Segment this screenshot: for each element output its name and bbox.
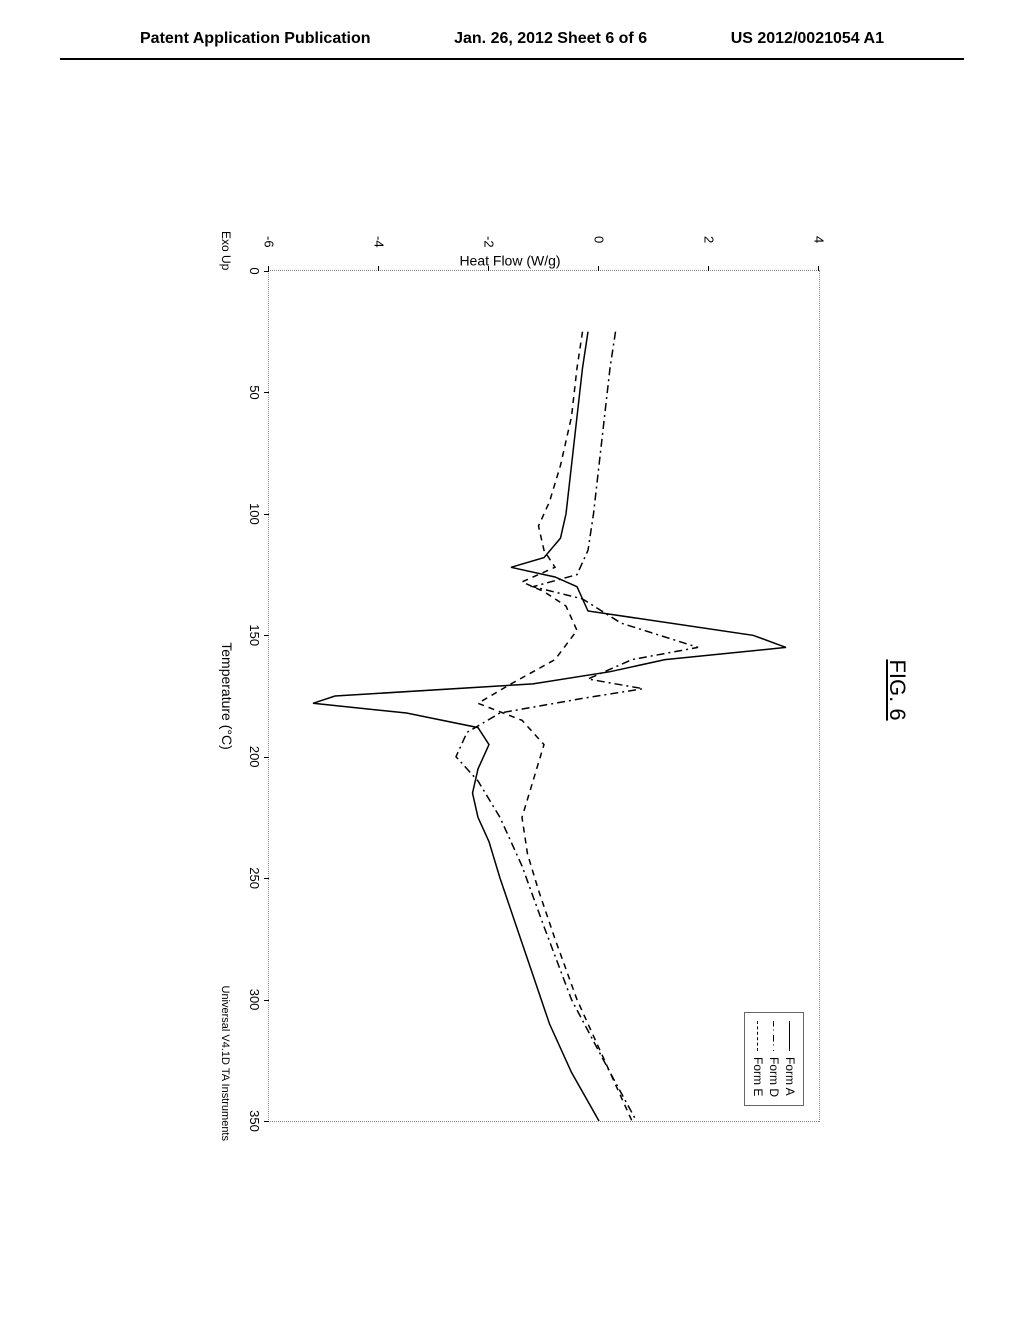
x-tick-mark [264,1121,269,1122]
legend-swatch-icon [774,1021,775,1051]
x-tick-label: 250 [247,867,262,889]
x-tick-label: 150 [247,624,262,646]
exo-up-label: Exo Up [219,231,233,270]
rotated-chart-wrapper: FIG. 6 Form A Form D Form E -6- [160,190,860,1190]
x-tick-label: 100 [247,503,262,525]
legend-item: Form E [750,1021,766,1097]
legend-label: Form A [783,1057,797,1096]
y-tick-label: 2 [702,236,717,243]
x-tick-label: 200 [247,746,262,768]
x-tick-mark [264,635,269,636]
y-tick-label: -4 [372,236,387,248]
legend-swatch-icon [758,1021,759,1051]
header-right: US 2012/0021054 A1 [731,30,884,48]
chart-svg [269,271,819,1121]
x-tick-mark [264,878,269,879]
legend-item: Form A [782,1021,798,1097]
x-tick-label: 50 [247,385,262,399]
y-axis-label: Heat Flow (W/g) [459,253,560,269]
legend-item: Form D [766,1021,782,1097]
y-tick-label: 0 [592,236,607,243]
y-tick-label: -2 [482,236,497,248]
x-tick-mark [264,271,269,272]
y-tick-mark [598,266,599,271]
y-tick-mark [378,266,379,271]
page-header: Patent Application Publication Jan. 26, … [60,0,964,60]
y-tick-mark [818,266,819,271]
legend-label: Form D [767,1057,781,1097]
x-tick-label: 300 [247,989,262,1011]
figure-container: FIG. 6 Form A Form D Form E -6- [100,140,920,1240]
y-tick-mark [708,266,709,271]
software-attribution: Universal V4.1D TA Instruments [219,986,231,1142]
x-tick-label: 350 [247,1110,262,1132]
chart-plot-area: Form A Form D Form E -6-4-2024 050100150… [268,270,820,1122]
header-left: Patent Application Publication [140,30,371,48]
x-tick-label: 0 [247,267,262,274]
legend-swatch-icon [790,1021,791,1051]
x-tick-mark [264,1000,269,1001]
header-center: Jan. 26, 2012 Sheet 6 of 6 [454,30,647,48]
chart-legend: Form A Form D Form E [744,1012,804,1106]
x-tick-mark [264,392,269,393]
x-tick-mark [264,514,269,515]
x-axis-label: Temperature (°C) [219,642,235,750]
curve-form-a [313,332,786,1121]
y-tick-label: -6 [262,236,277,248]
x-tick-mark [264,757,269,758]
legend-label: Form E [751,1057,765,1096]
curve-form-e [478,332,632,1121]
curve-form-d [456,332,698,1121]
y-tick-label: 4 [812,236,827,243]
figure-title: FIG. 6 [884,659,910,720]
